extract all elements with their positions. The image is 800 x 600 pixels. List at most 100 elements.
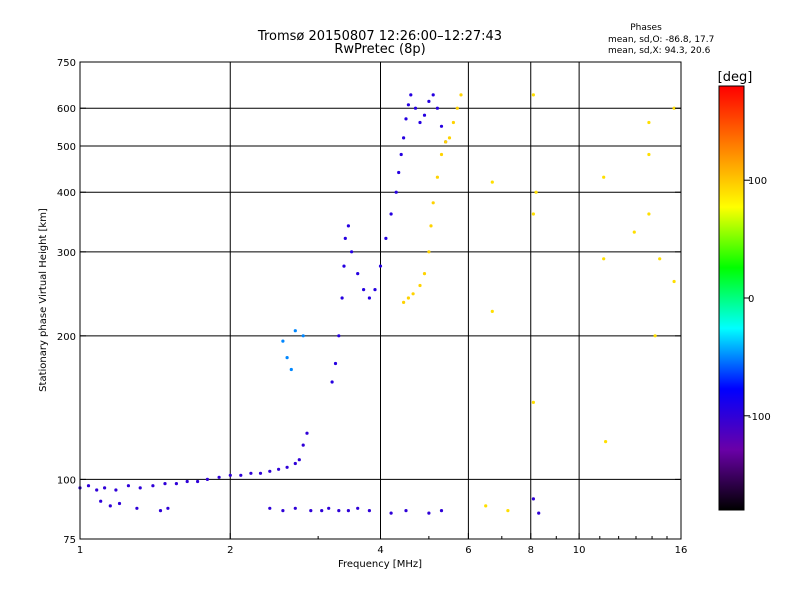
data-point [340, 296, 344, 300]
data-point [389, 212, 393, 216]
data-point [647, 120, 651, 125]
data-point [653, 334, 657, 338]
colorbar-tick-label: 0 [748, 294, 754, 305]
data-point [431, 93, 435, 97]
data-point [444, 140, 448, 144]
data-point [285, 465, 289, 469]
data-point [293, 329, 297, 333]
data-point [268, 469, 272, 473]
data-point [439, 124, 444, 128]
data-point [404, 117, 408, 121]
data-point [439, 152, 444, 157]
data-point [427, 250, 431, 254]
data-point [239, 473, 243, 477]
data-point [531, 400, 536, 404]
data-point [277, 467, 281, 471]
data-point [413, 106, 418, 110]
series-group [484, 93, 676, 513]
data-point [281, 339, 285, 343]
data-point [138, 486, 142, 490]
series-group [281, 329, 305, 372]
data-point [378, 264, 383, 268]
data-point [205, 477, 209, 481]
stats-o-line: mean, sd,O: -86.8, 17.7 [608, 35, 714, 45]
data-point [95, 488, 99, 492]
colorbar-tick-label: 100 [748, 176, 767, 187]
colorbar-tick-label: -100 [748, 412, 771, 423]
data-point [337, 334, 341, 338]
x-axis-label: Frequency [MHz] [338, 559, 422, 570]
x-tick-label: 16 [675, 545, 688, 556]
x-tick-label: 6 [465, 545, 471, 556]
series-group [402, 93, 463, 304]
data-point [99, 499, 103, 503]
data-point [305, 431, 309, 435]
data-point [174, 482, 178, 486]
data-point [435, 175, 439, 179]
data-point [346, 509, 350, 513]
data-point [346, 224, 350, 228]
data-point [228, 473, 232, 477]
data-point [658, 257, 662, 261]
data-point [293, 506, 297, 510]
y-tick-label: 100 [57, 475, 76, 486]
data-point [602, 175, 606, 179]
x-tick-label: 4 [377, 545, 383, 556]
data-point [114, 488, 118, 492]
colorbar-label: [deg] [718, 70, 753, 85]
data-point [285, 356, 289, 360]
data-point [459, 93, 463, 97]
data-point [647, 152, 651, 157]
data-point [647, 212, 651, 216]
data-point [531, 93, 536, 97]
data-point [402, 300, 406, 304]
data-point [320, 509, 324, 513]
x-tick-label: 2 [227, 545, 233, 556]
data-point [418, 283, 422, 288]
data-point [367, 509, 371, 513]
data-point [427, 511, 431, 515]
data-point [309, 509, 313, 513]
data-point [397, 170, 401, 175]
data-point [394, 190, 398, 194]
data-point [151, 484, 155, 488]
y-tick-label: 75 [63, 535, 76, 546]
data-point [506, 509, 510, 513]
x-axis-ticks: 1 2 4 6 8 10 16 [77, 533, 688, 556]
chart-subtitle: RwPretec (8p) [334, 42, 425, 57]
data-point [166, 506, 170, 510]
y-tick-label: 500 [57, 142, 76, 153]
data-point [427, 99, 431, 103]
data-point [333, 361, 338, 366]
data-point [411, 292, 415, 296]
data-point [406, 296, 410, 300]
data-point [258, 471, 263, 475]
data-point [389, 511, 393, 515]
data-point [435, 106, 439, 110]
data-point [373, 288, 377, 292]
data-point [356, 272, 360, 276]
data-point [327, 506, 331, 510]
data-point [404, 509, 408, 513]
series-group [78, 431, 309, 492]
x-tick-label: 8 [528, 545, 534, 556]
data-point [337, 509, 341, 513]
data-point [343, 236, 347, 240]
data-point [135, 506, 139, 510]
data-point [604, 440, 608, 444]
data-point [429, 224, 433, 228]
data-point [217, 475, 221, 479]
grid-lines [80, 62, 681, 539]
y-axis-label: Stationary phase Virtual Height [km] [38, 208, 49, 392]
data-point [185, 479, 189, 484]
data-point [350, 250, 354, 254]
data-point [672, 279, 676, 284]
data-point [490, 309, 494, 313]
data-point [534, 190, 538, 194]
data-point [362, 288, 366, 292]
data-point [126, 484, 130, 488]
data-point [384, 236, 388, 240]
y-tick-label: 300 [57, 248, 76, 259]
x-tick-label: 10 [573, 545, 586, 556]
